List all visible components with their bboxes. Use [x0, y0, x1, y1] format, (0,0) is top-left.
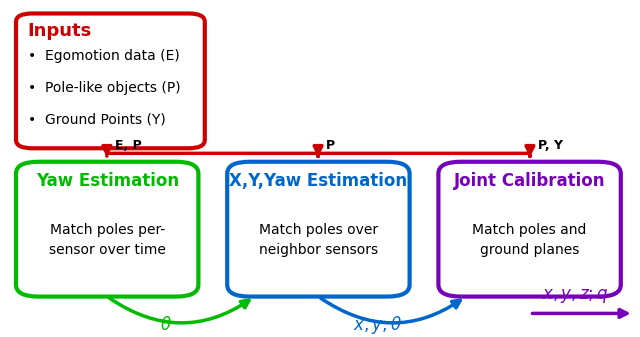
Text: $\theta$: $\theta$ — [160, 316, 172, 334]
Text: Yaw Estimation: Yaw Estimation — [36, 172, 179, 190]
Text: •  Ground Points (Υ): • Ground Points (Υ) — [28, 113, 165, 127]
Text: P: P — [326, 139, 335, 152]
Text: Inputs: Inputs — [28, 22, 92, 40]
FancyBboxPatch shape — [438, 162, 621, 297]
FancyBboxPatch shape — [227, 162, 410, 297]
Text: •  Pole-like objects (P): • Pole-like objects (P) — [28, 81, 180, 95]
FancyBboxPatch shape — [16, 13, 205, 148]
Text: Match poles and
ground planes: Match poles and ground planes — [472, 223, 587, 257]
Text: $x, y; \theta$: $x, y; \theta$ — [353, 314, 402, 336]
Text: Joint Calibration: Joint Calibration — [454, 172, 605, 190]
Text: E, P: E, P — [115, 139, 141, 152]
Text: •  Egomotion data (E): • Egomotion data (E) — [28, 49, 179, 63]
Text: $x, y, z; q$: $x, y, z; q$ — [543, 287, 609, 305]
Text: P, Υ: P, Υ — [538, 139, 563, 152]
Text: Match poles over
neighbor sensors: Match poles over neighbor sensors — [259, 223, 378, 257]
FancyBboxPatch shape — [16, 162, 198, 297]
Text: Match poles per-
sensor over time: Match poles per- sensor over time — [49, 223, 166, 257]
Text: X,Y,Yaw Estimation: X,Y,Yaw Estimation — [229, 172, 408, 190]
